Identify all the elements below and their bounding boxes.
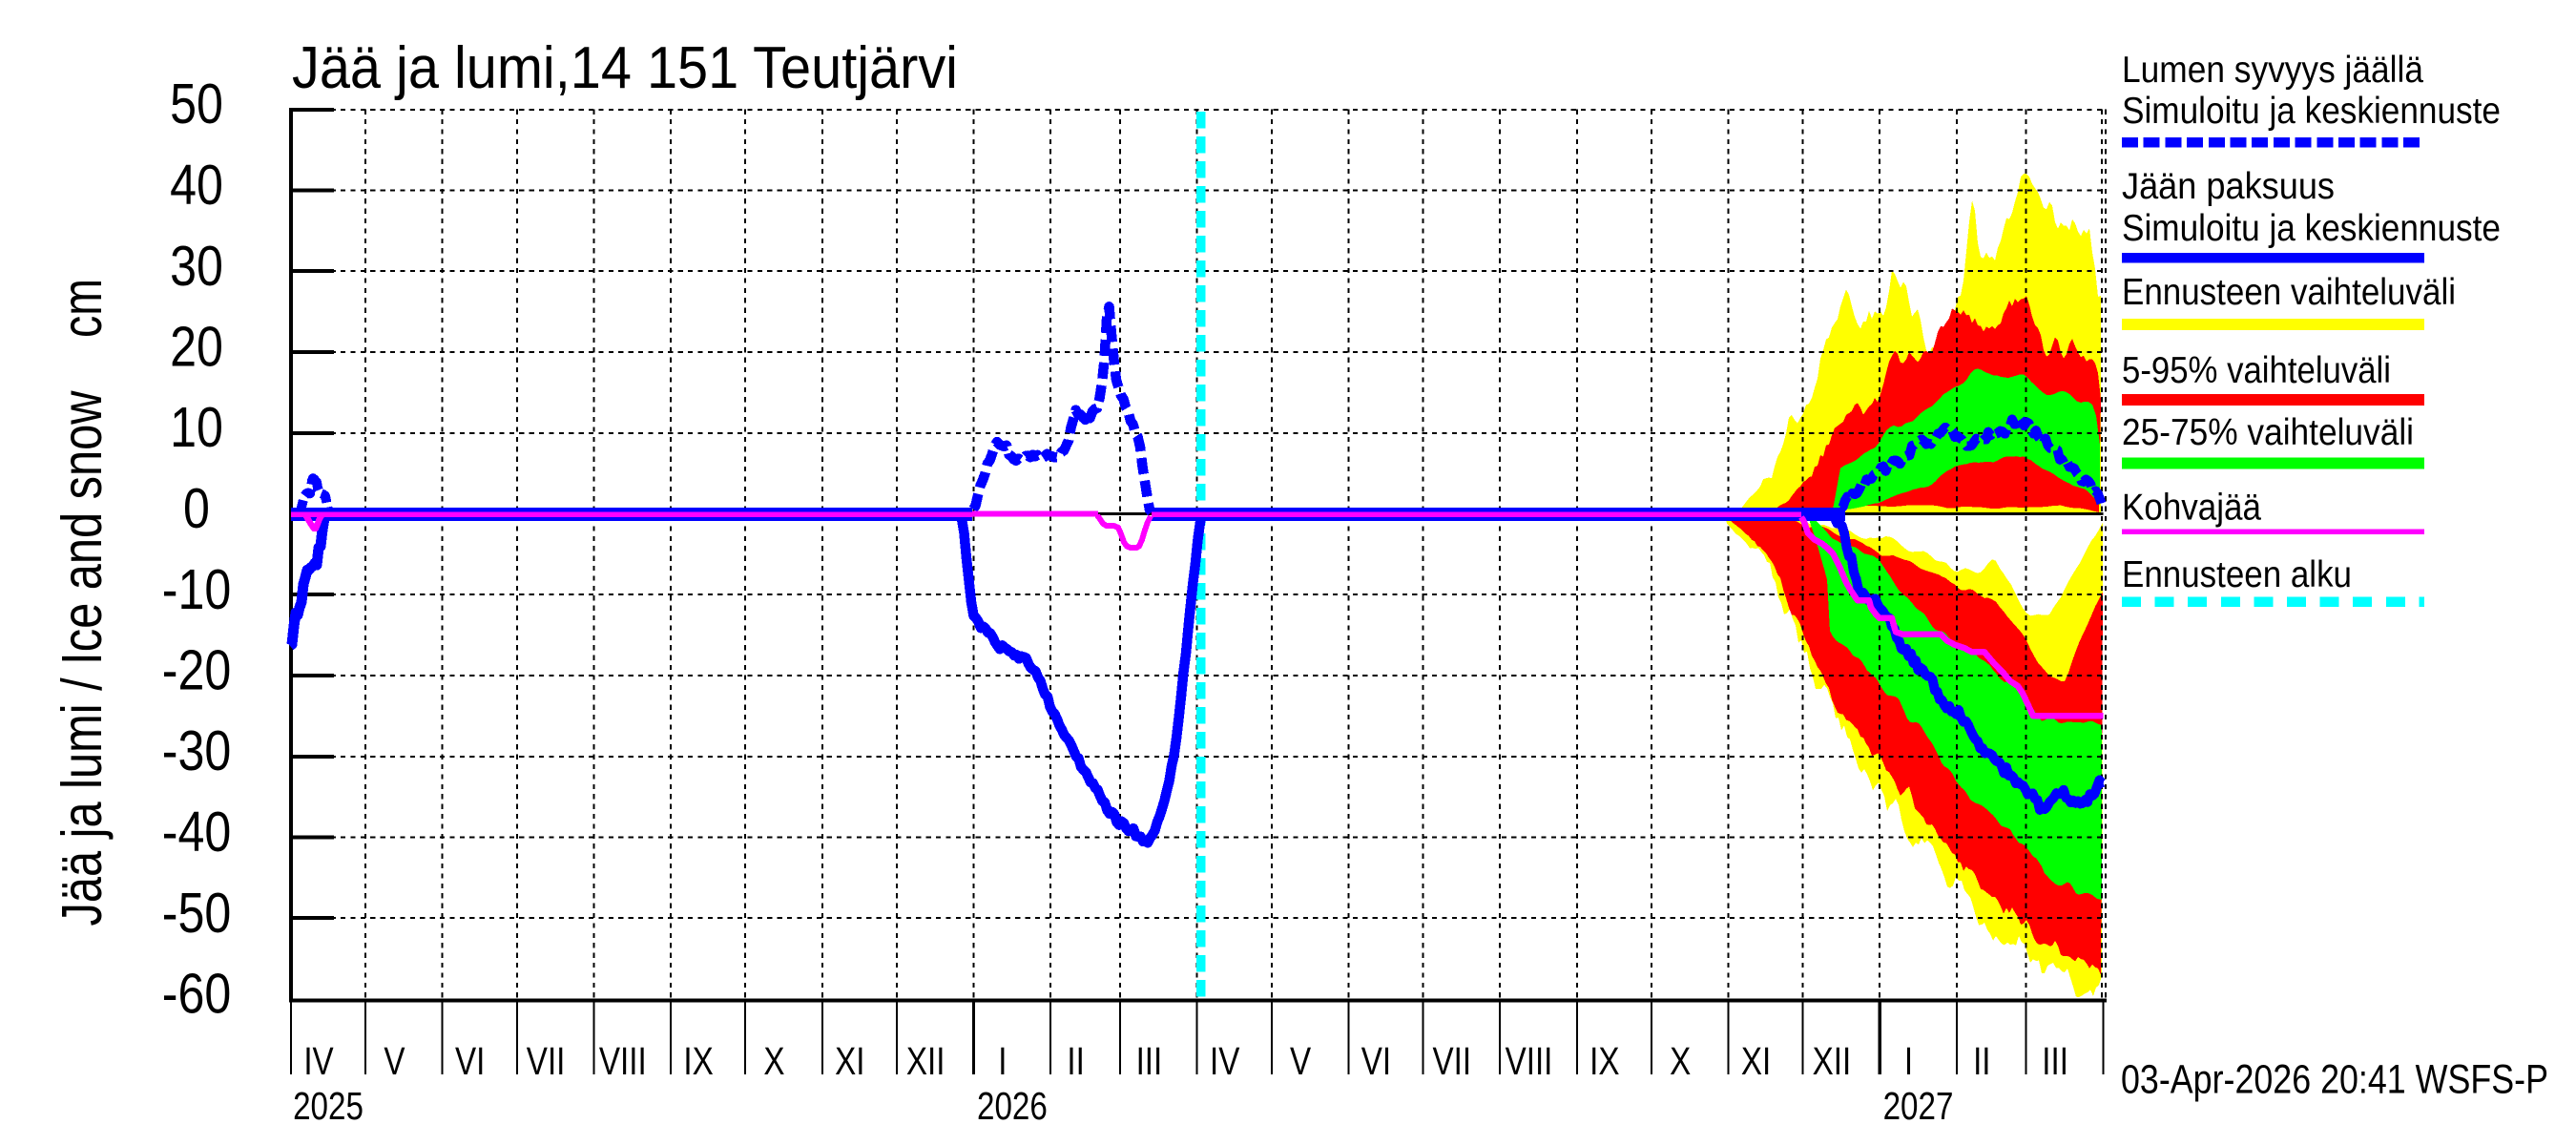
- svg-text:-60: -60: [162, 962, 231, 1026]
- svg-text:II: II: [1973, 1039, 1990, 1083]
- svg-text:I: I: [1904, 1039, 1913, 1083]
- svg-text:20: 20: [170, 315, 223, 379]
- svg-text:Jää ja lumi / Ice and snow: Jää ja lumi / Ice and snow: [51, 390, 114, 926]
- svg-text:-50: -50: [162, 881, 231, 945]
- svg-text:IX: IX: [1589, 1039, 1619, 1083]
- svg-text:III: III: [1136, 1039, 1163, 1083]
- svg-text:Jää ja lumi,14 151 Teutjärvi: Jää ja lumi,14 151 Teutjärvi: [292, 35, 958, 101]
- svg-text:30: 30: [170, 234, 223, 298]
- svg-text:2027: 2027: [1883, 1084, 1954, 1128]
- svg-text:2025: 2025: [293, 1084, 364, 1128]
- svg-text:Lumen syvyys jäällä: Lumen syvyys jäällä: [2122, 50, 2423, 91]
- svg-text:5-95% vaihteluväli: 5-95% vaihteluväli: [2122, 350, 2391, 391]
- svg-text:VII: VII: [1433, 1039, 1472, 1083]
- svg-text:-40: -40: [162, 800, 231, 864]
- svg-text:IV: IV: [1210, 1039, 1240, 1083]
- svg-text:50: 50: [170, 72, 223, 135]
- svg-text:IV: IV: [303, 1039, 334, 1083]
- svg-text:XI: XI: [1741, 1039, 1771, 1083]
- svg-text:Jään paksuus: Jään paksuus: [2122, 166, 2335, 207]
- svg-text:VII: VII: [527, 1039, 566, 1083]
- svg-text:VIII: VIII: [599, 1039, 647, 1083]
- svg-text:V: V: [384, 1039, 405, 1083]
- svg-text:VI: VI: [1361, 1039, 1391, 1083]
- svg-text:VIII: VIII: [1506, 1039, 1553, 1083]
- svg-text:X: X: [763, 1039, 784, 1083]
- svg-text:Simuloitu ja keskiennuste: Simuloitu ja keskiennuste: [2122, 208, 2501, 249]
- svg-text:XII: XII: [906, 1039, 945, 1083]
- svg-text:Ennusteen vaihteluväli: Ennusteen vaihteluväli: [2122, 272, 2456, 313]
- svg-text:Kohvajää: Kohvajää: [2122, 488, 2261, 529]
- svg-text:I: I: [998, 1039, 1007, 1083]
- svg-text:-20: -20: [162, 638, 231, 702]
- svg-text:10: 10: [170, 395, 223, 459]
- svg-text:-30: -30: [162, 718, 231, 782]
- svg-text:-10: -10: [162, 557, 231, 621]
- svg-text:XII: XII: [1813, 1039, 1852, 1083]
- svg-text:X: X: [1670, 1039, 1691, 1083]
- svg-text:0: 0: [183, 476, 210, 540]
- svg-text:V: V: [1290, 1039, 1311, 1083]
- svg-text:Ennusteen alku: Ennusteen alku: [2122, 554, 2352, 595]
- svg-text:IX: IX: [683, 1039, 713, 1083]
- svg-text:03-Apr-2026 20:41 WSFS-P: 03-Apr-2026 20:41 WSFS-P: [2121, 1057, 2548, 1103]
- svg-text:Simuloitu ja keskiennuste: Simuloitu ja keskiennuste: [2122, 91, 2501, 132]
- svg-text:II: II: [1067, 1039, 1084, 1083]
- svg-text:25-75% vaihteluväli: 25-75% vaihteluväli: [2122, 412, 2414, 453]
- svg-text:cm: cm: [51, 279, 114, 338]
- svg-text:2026: 2026: [977, 1084, 1048, 1128]
- svg-text:XI: XI: [835, 1039, 864, 1083]
- svg-text:III: III: [2042, 1039, 2068, 1083]
- svg-text:40: 40: [170, 153, 223, 217]
- svg-text:VI: VI: [455, 1039, 485, 1083]
